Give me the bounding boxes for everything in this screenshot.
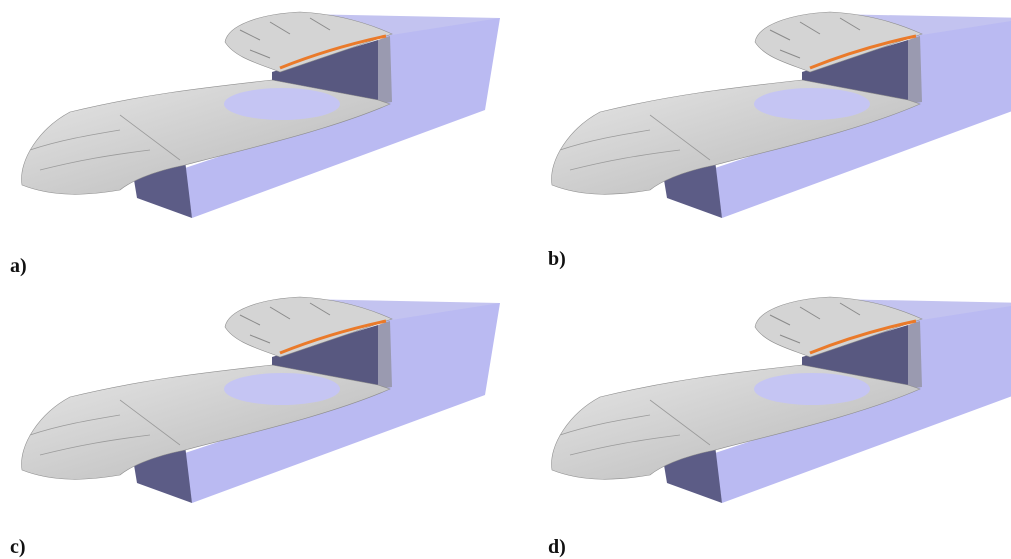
figure: a) b) c) d) xyxy=(0,0,1011,559)
panel-c: c) xyxy=(10,297,500,558)
panel-label: d) xyxy=(548,536,566,558)
panel-label: b) xyxy=(548,248,566,270)
rendering xyxy=(22,12,500,218)
panel-b: b) xyxy=(548,12,1011,270)
rendering xyxy=(552,297,1011,503)
panel-a: a) xyxy=(10,12,500,277)
rendering xyxy=(552,12,1011,218)
panel-d: d) xyxy=(548,297,1011,558)
panel-label: c) xyxy=(10,536,26,558)
rendering xyxy=(22,297,500,503)
panel-label: a) xyxy=(10,255,27,277)
